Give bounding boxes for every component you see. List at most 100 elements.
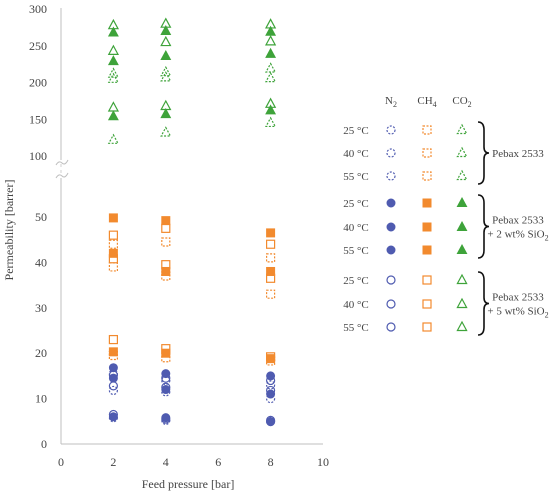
- legend-temp-label: 25 °C: [343, 198, 369, 210]
- legend-marker-co2-filled: [456, 220, 468, 231]
- y-tick-label: 30: [35, 301, 47, 315]
- legend-marker-co2-filled: [456, 196, 468, 207]
- legend-temp-label: 40 °C: [343, 299, 369, 311]
- legend-marker-ch4-dashed: [422, 148, 432, 158]
- point-co2-40c-filled: [107, 55, 119, 66]
- point-ch4-25c-filled: [161, 348, 171, 358]
- point-ch4-55c-dashed: [266, 253, 276, 263]
- legend-marker-ch4-dashed: [422, 125, 432, 135]
- point-ch4-25c-open: [108, 334, 119, 345]
- point-n2-40c-filled: [266, 389, 276, 399]
- point-co2-25c-open: [107, 101, 120, 112]
- point-ch4-40c-filled: [161, 266, 171, 276]
- legend-column-header: CO2: [452, 95, 471, 109]
- legend-temp-label: 40 °C: [343, 148, 369, 160]
- legend-temp-label: 55 °C: [343, 322, 369, 334]
- point-co2-40c-dashed: [160, 71, 172, 82]
- point-co2-25c-dashed: [264, 116, 277, 128]
- axis-break-mark-lower: [55, 172, 69, 179]
- point-co2-25c-dashed: [160, 126, 172, 137]
- legend-marker-n2-filled: [386, 198, 396, 208]
- point-n2-40c-filled: [161, 385, 171, 395]
- point-co2-40c-filled: [265, 47, 277, 58]
- legend-marker-co2-dashed: [456, 169, 468, 181]
- legend-marker-n2-filled: [386, 222, 396, 232]
- x-tick-label: 4: [163, 455, 169, 469]
- point-co2-25c-filled: [265, 104, 277, 115]
- point-ch4-55c-open: [161, 223, 171, 233]
- point-co2-55c-dashed: [107, 67, 120, 78]
- point-ch4-40c-filled: [266, 266, 276, 276]
- point-ch4-55c-open: [108, 230, 119, 240]
- legend-marker-co2-open: [456, 273, 468, 285]
- point-n2-40c-dashed: [108, 385, 119, 396]
- point-n2-25c-filled: [108, 412, 118, 422]
- legend-marker-co2-open: [456, 320, 468, 332]
- legend-group-label: Pebax 2533: [492, 215, 544, 227]
- point-co2-40c-open: [107, 44, 120, 55]
- point-co2-40c-dashed: [107, 72, 120, 83]
- point-co2-55c-filled: [265, 25, 277, 36]
- point-ch4-40c-dashed: [266, 289, 276, 299]
- point-n2-55c-filled: [108, 363, 118, 373]
- legend-brace: [477, 194, 490, 259]
- point-ch4-55c-filled: [266, 228, 276, 238]
- legend-temp-label: 25 °C: [343, 275, 369, 287]
- x-tick-label: 10: [317, 455, 329, 469]
- legend-group-label: + 5 wt% SiO2: [487, 306, 548, 320]
- legend-marker-ch4-open: [422, 299, 432, 309]
- point-ch4-55c-dashed: [108, 239, 119, 249]
- y-tick-label: 150: [29, 112, 47, 126]
- legend-marker-ch4-filled: [422, 245, 432, 255]
- point-ch4-25c-filled: [266, 354, 276, 364]
- point-ch4-55c-filled: [161, 216, 171, 226]
- legend-marker-co2-dashed: [456, 146, 468, 158]
- y-axis-label: Permeability [barrer]: [2, 180, 16, 281]
- point-n2-25c-filled: [161, 413, 171, 423]
- y-tick-label: 300: [29, 2, 47, 16]
- y-tick-label: 20: [35, 346, 47, 360]
- y-tick-label: 100: [29, 149, 47, 163]
- legend-marker-ch4-open: [422, 322, 432, 332]
- point-n2-55c-filled: [161, 369, 171, 379]
- point-co2-40c-open: [160, 35, 172, 47]
- axis-break-mark-upper: [55, 159, 69, 166]
- point-n2-55c-filled: [266, 371, 276, 381]
- point-ch4-55c-dashed: [161, 237, 171, 247]
- point-co2-40c-open: [264, 35, 277, 46]
- legend-column-header: CH4: [417, 95, 436, 109]
- legend-group-label: Pebax 2533: [492, 292, 544, 304]
- point-co2-55c-dashed: [160, 65, 172, 77]
- point-ch4-40c-dashed: [108, 262, 119, 272]
- point-ch4-25c-filled: [108, 347, 118, 357]
- y-tick-label: 200: [29, 76, 47, 90]
- legend-temp-label: 55 °C: [343, 171, 369, 183]
- legend-group-label: + 2 wt% SiO2: [487, 229, 548, 243]
- legend-marker-n2-filled: [386, 245, 396, 255]
- legend-group-label: Pebax 2533: [492, 148, 544, 160]
- legend-brace: [477, 271, 490, 336]
- point-ch4-40c-filled: [108, 248, 118, 258]
- legend-marker-n2-open: [386, 275, 396, 285]
- legend-temp-label: 25 °C: [343, 125, 369, 137]
- point-co2-40c-filled: [160, 49, 172, 61]
- point-ch4-55c-filled: [108, 213, 118, 223]
- point-co2-55c-filled: [160, 24, 172, 36]
- x-tick-label: 2: [110, 455, 116, 469]
- y-tick-label: 250: [29, 39, 47, 53]
- x-tick-label: 6: [215, 455, 221, 469]
- point-co2-25c-dashed: [107, 133, 120, 144]
- point-co2-25c-filled: [107, 110, 119, 121]
- x-tick-label: 0: [58, 455, 64, 469]
- legend-marker-co2-filled: [456, 243, 468, 254]
- point-co2-40c-dashed: [264, 71, 277, 83]
- point-co2-55c-dashed: [264, 62, 277, 73]
- legend-column-header: N2: [385, 95, 397, 109]
- legend-brace: [477, 121, 490, 185]
- legend-marker-ch4-dashed: [422, 171, 432, 181]
- legend-marker-co2-open: [456, 297, 468, 309]
- legend-temp-label: 40 °C: [343, 222, 369, 234]
- point-co2-55c-filled: [107, 26, 119, 37]
